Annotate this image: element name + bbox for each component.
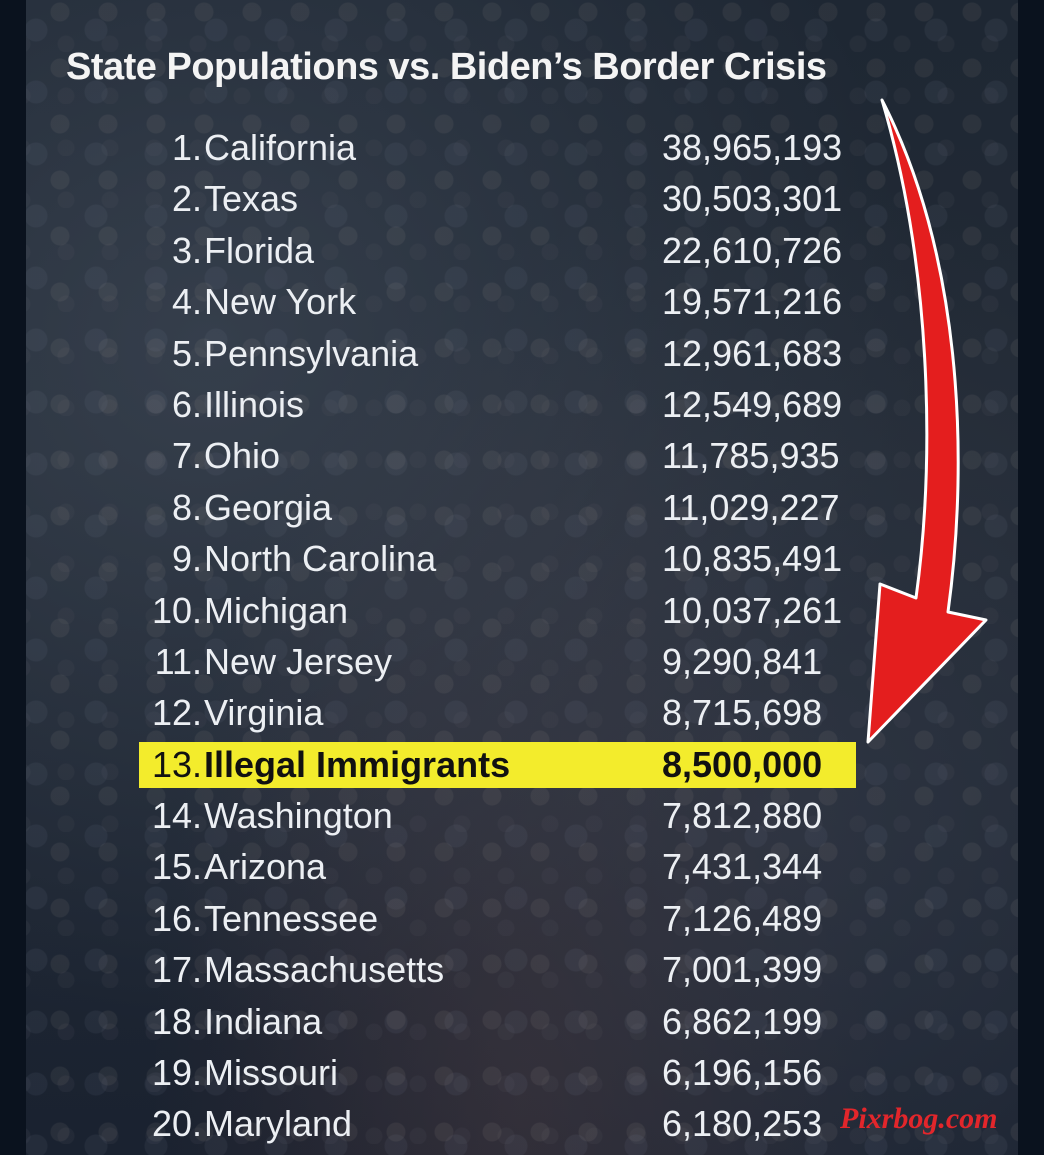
list-row: 5. Pennsylvania 12,961,683 bbox=[0, 328, 1044, 379]
list-row: 6. Illinois 12,549,689 bbox=[0, 379, 1044, 430]
row-name: Illegal Immigrants bbox=[204, 743, 511, 785]
row-value: 11,029,227 bbox=[662, 486, 840, 528]
row-value: 11,785,935 bbox=[662, 435, 840, 477]
list-row: 10. Michigan 10,037,261 bbox=[0, 585, 1044, 636]
list-row: 12. Virginia 8,715,698 bbox=[0, 687, 1044, 738]
row-value: 7,812,880 bbox=[662, 795, 823, 837]
list-row: 1. California 38,965,193 bbox=[0, 122, 1044, 173]
row-name: Arizona bbox=[204, 846, 327, 888]
row-name: California bbox=[204, 127, 357, 168]
row-name: Texas bbox=[204, 178, 299, 220]
row-rank: 18. bbox=[151, 1000, 202, 1042]
row-value: 7,001,399 bbox=[662, 949, 823, 991]
ranking-list: 1. California 38,965,193 2. Texas 30,503,301 3… bbox=[0, 122, 1044, 1150]
row-rank: 6. bbox=[171, 383, 202, 425]
row-rank: 2. bbox=[171, 178, 202, 220]
row-rank: 12. bbox=[151, 692, 202, 734]
row-rank: 5. bbox=[171, 332, 202, 374]
row-value: 22,610,726 bbox=[662, 229, 843, 271]
row-rank: 19. bbox=[151, 1052, 202, 1094]
row-rank: 4. bbox=[171, 281, 202, 323]
row-value: 38,965,193 bbox=[662, 127, 843, 168]
row-value: 7,431,344 bbox=[662, 846, 823, 888]
row-name: Virginia bbox=[204, 692, 324, 734]
list-row: 18. Indiana 6,862,199 bbox=[0, 996, 1044, 1047]
list-row: 2. Texas 30,503,301 bbox=[0, 173, 1044, 224]
list-row: 7. Ohio 11,785,935 bbox=[0, 430, 1044, 481]
row-name: New York bbox=[204, 281, 357, 323]
row-value: 12,549,689 bbox=[662, 383, 843, 425]
row-name: Pennsylvania bbox=[204, 332, 419, 374]
list-row: 3. Florida 22,610,726 bbox=[0, 225, 1044, 276]
row-value: 8,715,698 bbox=[662, 692, 823, 734]
row-name: Washington bbox=[204, 795, 393, 837]
right-border bbox=[1018, 0, 1044, 1155]
row-rank: 8. bbox=[171, 486, 202, 528]
row-name: Maryland bbox=[204, 1103, 353, 1145]
row-value: 6,180,253 bbox=[662, 1103, 823, 1145]
red-arrow-icon bbox=[866, 98, 988, 744]
list-row: 11. New Jersey 9,290,841 bbox=[0, 636, 1044, 687]
page-title: State Populations vs. Biden’s Border Cri… bbox=[66, 46, 827, 88]
row-name: Tennessee bbox=[204, 897, 379, 939]
row-name: Michigan bbox=[204, 589, 349, 631]
row-value: 6,196,156 bbox=[662, 1052, 823, 1094]
row-rank: 10. bbox=[151, 589, 202, 631]
row-rank: 7. bbox=[171, 435, 202, 477]
row-value: 9,290,841 bbox=[662, 640, 823, 682]
row-name: Georgia bbox=[204, 486, 333, 528]
list-row: 4. New York 19,571,216 bbox=[0, 276, 1044, 327]
list-row: 9. North Carolina 10,835,491 bbox=[0, 533, 1044, 584]
row-name: Florida bbox=[204, 229, 315, 271]
list-row: 16. Tennessee 7,126,489 bbox=[0, 893, 1044, 944]
row-value: 6,862,199 bbox=[662, 1000, 823, 1042]
row-value: 12,961,683 bbox=[662, 332, 843, 374]
row-value: 8,500,000 bbox=[662, 743, 823, 785]
list-row: 17. Massachusetts 7,001,399 bbox=[0, 944, 1044, 995]
row-rank: 13. bbox=[151, 743, 202, 785]
watermark: Pixrbog.com bbox=[840, 1102, 998, 1135]
row-name: New Jersey bbox=[204, 640, 393, 682]
row-rank: 9. bbox=[171, 538, 202, 580]
row-name: Missouri bbox=[204, 1052, 339, 1094]
row-rank: 3. bbox=[171, 229, 202, 271]
row-value: 19,571,216 bbox=[662, 281, 843, 323]
list-row: 15. Arizona 7,431,344 bbox=[0, 841, 1044, 892]
row-value: 10,835,491 bbox=[662, 538, 843, 580]
highlighted-row: 13. Illegal Immigrants 8,500,000 bbox=[0, 739, 1044, 790]
list-row: 8. Georgia 11,029,227 bbox=[0, 482, 1044, 533]
list-row: 14. Washington 7,812,880 bbox=[0, 790, 1044, 841]
row-rank: 11. bbox=[154, 640, 202, 682]
row-rank: 17. bbox=[151, 949, 202, 991]
row-value: 7,126,489 bbox=[662, 897, 823, 939]
row-name: Illinois bbox=[204, 383, 305, 425]
row-rank: 14. bbox=[151, 795, 202, 837]
highlight-bar bbox=[139, 741, 856, 788]
left-border bbox=[0, 0, 26, 1155]
row-name: North Carolina bbox=[204, 538, 437, 580]
row-rank: 15. bbox=[151, 846, 202, 888]
row-rank: 20. bbox=[151, 1103, 202, 1145]
row-value: 30,503,301 bbox=[662, 178, 843, 220]
row-name: Massachusetts bbox=[204, 949, 445, 991]
row-name: Ohio bbox=[204, 435, 281, 477]
row-value: 10,037,261 bbox=[662, 589, 843, 631]
row-rank: 1. bbox=[171, 127, 202, 168]
list-row: 20. Maryland 6,180,253 bbox=[0, 1098, 1044, 1149]
row-name: Indiana bbox=[204, 1000, 323, 1042]
list-row: 19. Missouri 6,196,156 bbox=[0, 1047, 1044, 1098]
row-rank: 16. bbox=[151, 897, 202, 939]
